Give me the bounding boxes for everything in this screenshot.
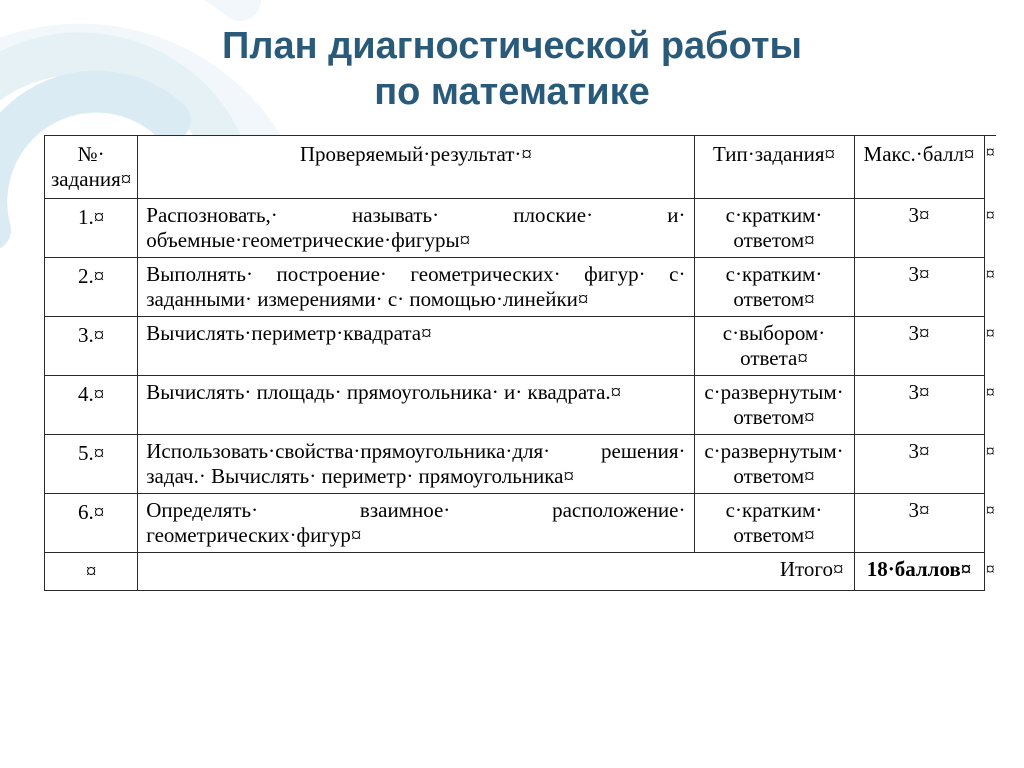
cell-number: 4.¤ [45,376,138,435]
cell-type: с·развернутым· ответом¤ [694,435,854,494]
table-row: 2.¤Выполнять· построение· геометрических… [45,258,997,317]
cell-score: 3¤ [854,199,984,258]
cell-score: 3¤ [854,317,984,376]
cell-score: 3¤ [854,376,984,435]
row-end-mark: ¤ [984,553,996,591]
row-end-mark: ¤ [984,435,996,494]
slide: План диагностической работы по математик… [0,0,1024,768]
table-total-row: ¤Итого¤18·баллов¤¤ [45,553,997,591]
row-end-mark: ¤ [984,494,996,553]
cell-number: 3.¤ [45,317,138,376]
cell-result: Вычислять· площадь· прямоугольника· и· к… [138,376,694,435]
cell-type: с·кратким· ответом¤ [694,494,854,553]
table-header-row: №· задания¤ Проверяемый·результат·¤ Тип·… [45,136,997,199]
cell-result: Вычислять·периметр·квадрата¤ [138,317,694,376]
col-number: №· задания¤ [45,136,138,199]
col-score: Макс.·балл¤ [854,136,984,199]
cell-total-label: Итого¤ [138,553,854,591]
cell-score: 3¤ [854,435,984,494]
table-row: 5.¤Использовать·свойства·прямоугольника·… [45,435,997,494]
cell-number: 6.¤ [45,494,138,553]
cell-result: Распозновать,· называть· плоские· и· объ… [138,199,694,258]
cell-score: 3¤ [854,258,984,317]
cell-type: с·выбором· ответа¤ [694,317,854,376]
cell-score: 3¤ [854,494,984,553]
table-row: 3.¤Вычислять·периметр·квадрата¤с·выбором… [45,317,997,376]
row-end-mark: ¤ [984,376,996,435]
table-container: №· задания¤ Проверяемый·результат·¤ Тип·… [44,135,996,591]
page-title: План диагностической работы по математик… [40,24,984,115]
cell-result: Использовать·свойства·прямоугольника·для… [138,435,694,494]
col-type: Тип·задания¤ [694,136,854,199]
cell-type: с·кратким· ответом¤ [694,258,854,317]
cell-number: 2.¤ [45,258,138,317]
table-row: 4.¤Вычислять· площадь· прямоугольника· и… [45,376,997,435]
cell-number: ¤ [45,553,138,591]
cell-result: Определять· взаимное· расположение· геом… [138,494,694,553]
cell-type: с·развернутым· ответом¤ [694,376,854,435]
cell-type: с·кратким· ответом¤ [694,199,854,258]
row-end-mark: ¤ [984,136,996,199]
title-line2: по математике [374,71,650,113]
col-result: Проверяемый·результат·¤ [138,136,694,199]
cell-result: Выполнять· построение· геометрических· ф… [138,258,694,317]
table-row: 1.¤Распозновать,· называть· плоские· и· … [45,199,997,258]
cell-number: 1.¤ [45,199,138,258]
row-end-mark: ¤ [984,317,996,376]
row-end-mark: ¤ [984,199,996,258]
table-row: 6.¤Определять· взаимное· расположение· г… [45,494,997,553]
cell-number: 5.¤ [45,435,138,494]
row-end-mark: ¤ [984,258,996,317]
plan-table: №· задания¤ Проверяемый·результат·¤ Тип·… [44,135,996,591]
title-line1: План диагностической работы [222,25,802,67]
cell-total-score: 18·баллов¤ [854,553,984,591]
